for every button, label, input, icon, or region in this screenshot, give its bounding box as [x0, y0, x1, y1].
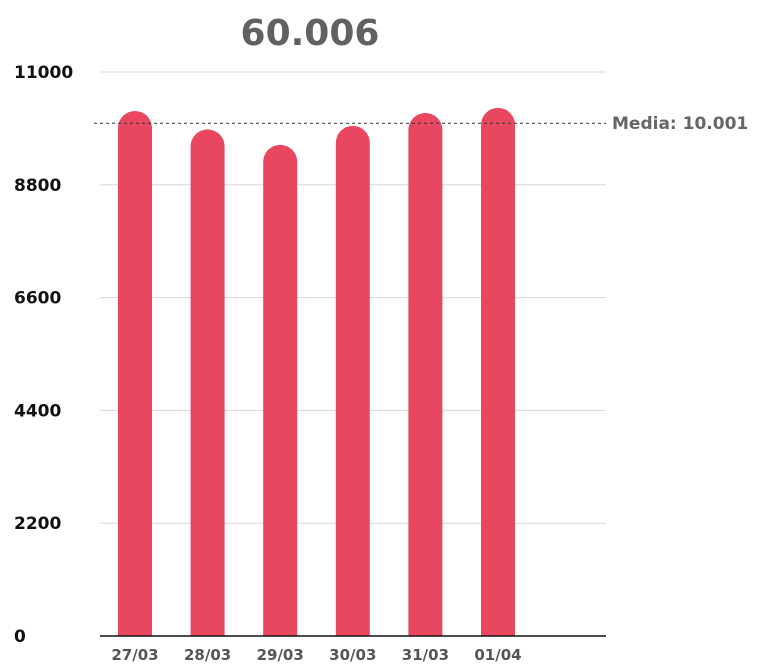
- y-tick-label: 2200: [14, 514, 61, 534]
- y-tick-label: 11000: [14, 63, 73, 83]
- x-tick-label: 28/03: [184, 646, 231, 664]
- bar-27-03: [118, 110, 152, 636]
- chart-title: 60.006: [240, 13, 380, 54]
- x-tick-label: 29/03: [257, 646, 304, 664]
- bar-28-03: [190, 129, 225, 636]
- bars: [118, 107, 515, 637]
- bar-30-03: [335, 125, 370, 636]
- y-tick-label: 0: [14, 627, 26, 647]
- axis-labels: 0 2200 4400 6600 8800 11000 27/03 28/03 29/03 30/…: [14, 63, 522, 664]
- y-tick-label: 6600: [14, 289, 61, 309]
- average-label: Media: 10.001: [612, 114, 748, 134]
- average-line-group: Media: 10.001: [94, 114, 748, 134]
- y-tick-label: 4400: [14, 401, 61, 421]
- x-tick-label: 01/04: [474, 646, 521, 664]
- x-tick-label: 27/03: [111, 646, 158, 664]
- bar-31-03: [408, 113, 443, 637]
- bar-29-03: [263, 144, 298, 636]
- bar-01-04: [481, 107, 515, 636]
- y-tick-label: 8800: [14, 176, 61, 196]
- x-tick-label: 30/03: [329, 646, 376, 664]
- x-tick-label: 31/03: [402, 646, 449, 664]
